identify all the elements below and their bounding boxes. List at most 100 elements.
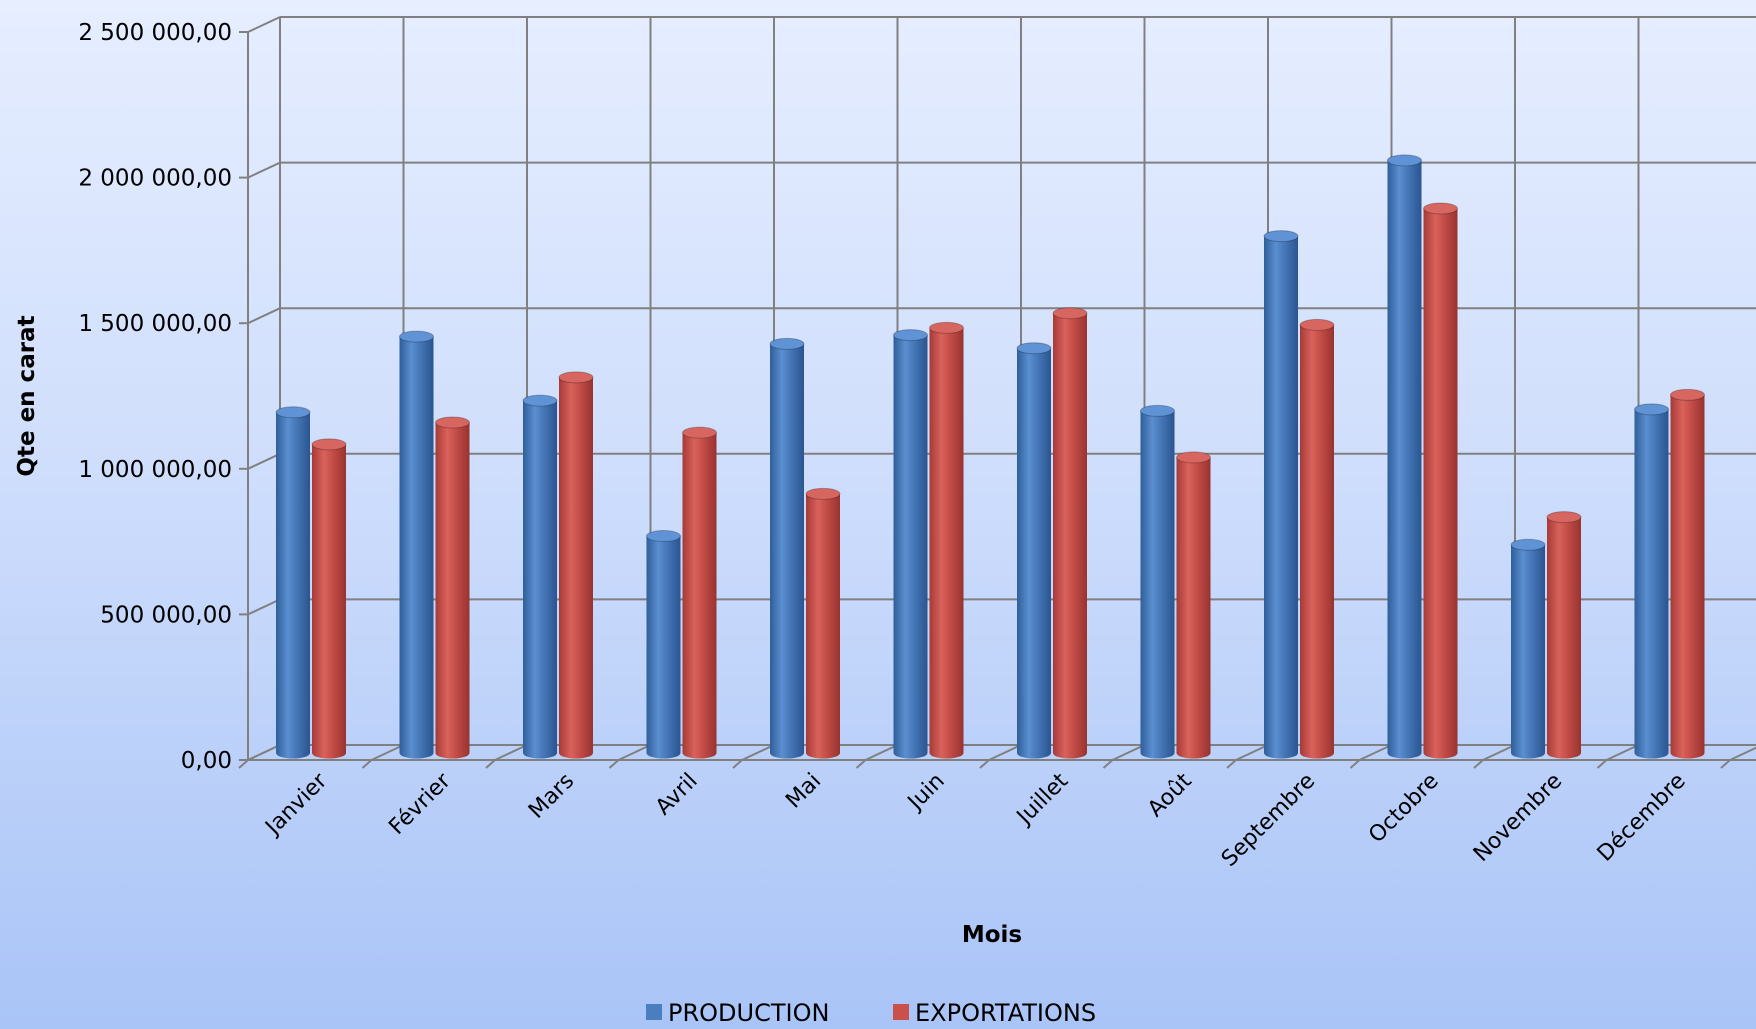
bar-base [435, 747, 470, 759]
bar-exportations-10 [1546, 511, 1582, 759]
bar-body [682, 432, 717, 753]
bar-exportations-5 [929, 321, 964, 759]
bar-cap [1016, 342, 1052, 355]
y-axis-ticks: 0,00 500 000,00 1 000 000,00 1 500 000,00 2 … [78, 20, 248, 774]
bar-production-1 [399, 330, 434, 759]
bar-production-4 [769, 337, 805, 759]
bar-production-0 [275, 406, 311, 759]
bar-base [929, 747, 964, 759]
bar-base [1670, 747, 1705, 759]
bar-base [1017, 747, 1051, 759]
bar-base [1387, 747, 1422, 759]
bar-base [646, 747, 681, 759]
bar-body [1176, 457, 1211, 753]
gridline-side [247, 307, 281, 325]
bar-body [399, 336, 434, 753]
bar-base [806, 747, 840, 759]
x-tick-mark [361, 759, 373, 769]
bar-base [1053, 747, 1087, 759]
bar-cap [769, 337, 805, 350]
bar-cap [1052, 307, 1088, 320]
bar-cap [1423, 202, 1458, 215]
bar-production-8 [1263, 230, 1299, 759]
bar-cap [805, 487, 841, 500]
floor-line [1112, 744, 1145, 761]
bar-base [1300, 747, 1334, 759]
x-tick-label: Septembre [1217, 769, 1320, 872]
y-tick-label: 0,00 [181, 748, 232, 774]
bar-cap [929, 321, 964, 334]
bar-body [1300, 324, 1334, 753]
x-tick-mark [732, 759, 743, 769]
x-tick-mark [1102, 759, 1114, 769]
bar-cap [1299, 318, 1335, 331]
bar-production-11 [1634, 403, 1669, 759]
bar-base [312, 747, 346, 759]
legend-label-exportations: EXPORTATIONS [915, 999, 1096, 1027]
floor-line [1606, 744, 1639, 761]
bar-body [1670, 394, 1705, 753]
bar-body [1264, 236, 1298, 753]
bar-body [1140, 410, 1175, 753]
legend-swatch-production [646, 1004, 662, 1020]
x-tick-mark [1473, 759, 1484, 769]
floor-line [1359, 744, 1392, 761]
bar-body [523, 400, 557, 753]
bar-production-9 [1387, 154, 1422, 759]
legend: PRODUCTION EXPORTATIONS [646, 999, 1096, 1027]
x-tick-mark [1720, 759, 1731, 769]
bar-base [893, 747, 928, 759]
bar-base [1511, 747, 1545, 759]
bar-body [276, 412, 310, 753]
bar-base [1140, 747, 1175, 759]
bar-base [1547, 747, 1581, 759]
bar-base [1176, 747, 1211, 759]
bar-body [1053, 313, 1087, 753]
y-axis-title: Qte en carat [14, 315, 40, 476]
bar-exportations-0 [311, 438, 347, 759]
bar-base [1634, 747, 1669, 759]
bar-base [399, 747, 434, 759]
x-tick-label: Décembre [1593, 769, 1691, 867]
bar-body [929, 327, 964, 753]
x-tick-mark [855, 759, 867, 769]
x-tick-label: Novembre [1469, 769, 1567, 867]
floor-line [618, 744, 651, 761]
bar-cap [399, 330, 434, 343]
bar-exportations-3 [682, 426, 717, 759]
x-tick-label: Janvier [260, 768, 333, 841]
bar-body [1634, 409, 1669, 753]
x-tick-label: Avril [651, 769, 703, 821]
bar-exportations-9 [1423, 202, 1458, 759]
bar-exportations-8 [1299, 318, 1335, 759]
bar-base [276, 747, 310, 759]
bar-body [1547, 517, 1581, 753]
bar-cap [893, 329, 928, 342]
bar-cap [682, 426, 717, 439]
bar-production-3 [646, 530, 681, 759]
bar-cap [646, 530, 681, 543]
bar-production-10 [1510, 538, 1546, 759]
floor-line [1235, 744, 1269, 761]
gridline-side [247, 161, 281, 179]
floor-line [494, 744, 528, 761]
bar-base [770, 747, 804, 759]
bar-cap [1176, 451, 1211, 464]
x-tick-label: Juin [902, 769, 950, 817]
bar-base [559, 747, 593, 759]
bar-exportations-6 [1052, 307, 1088, 759]
gridline-side [247, 16, 281, 33]
floor-line [865, 744, 898, 761]
bar-cap [1510, 538, 1546, 551]
x-axis-ticks: Janvier Février Mars Avril Mai Juin Juillet Aoû… [260, 768, 1691, 872]
bar-cap [1140, 404, 1175, 417]
x-tick-mark [1596, 759, 1608, 769]
bar-body [1511, 544, 1545, 753]
floor-line [1482, 744, 1516, 761]
floor-line [371, 744, 404, 761]
bar-production-6 [1016, 342, 1052, 759]
bar-base [1264, 747, 1298, 759]
x-tick-label: Mai [781, 769, 826, 814]
bar-body [893, 335, 928, 753]
bar-cap [522, 394, 558, 407]
